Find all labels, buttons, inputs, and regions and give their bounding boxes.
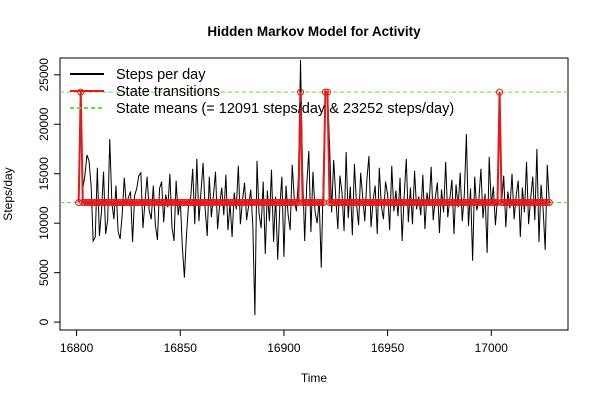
state-point xyxy=(297,88,305,96)
state-point xyxy=(541,198,549,206)
x-tick-label: 17000 xyxy=(475,341,509,355)
state-point xyxy=(543,198,551,206)
chart-title: Hidden Markov Model for Activity xyxy=(207,24,421,39)
x-tick-label: 16850 xyxy=(164,341,198,355)
x-tick-label: 16800 xyxy=(60,341,94,355)
state-point xyxy=(545,198,553,206)
legend-label: State means (= 12091 steps/day & 23252 s… xyxy=(116,101,454,117)
x-tick-label: 16950 xyxy=(371,341,405,355)
x-axis-label: Time xyxy=(301,371,328,385)
y-tick-label: 10000 xyxy=(37,206,51,240)
state-point xyxy=(489,198,497,206)
y-tick-label: 15000 xyxy=(37,157,51,191)
state-point xyxy=(321,88,329,96)
y-tick-label: 5000 xyxy=(37,259,51,286)
y-tick-label: 0 xyxy=(37,318,51,325)
state-point xyxy=(77,88,85,96)
y-axis-label: Steps/day xyxy=(1,167,15,220)
x-tick-label: 16900 xyxy=(267,341,301,355)
state-point xyxy=(290,198,298,206)
y-tick-label: 20000 xyxy=(37,107,51,141)
y-tick-label: 25000 xyxy=(37,58,51,92)
state-point xyxy=(323,88,331,96)
state-point xyxy=(317,198,325,206)
state-point xyxy=(315,198,323,206)
legend-label: State transitions xyxy=(116,84,220,100)
legend-label: Steps per day xyxy=(116,67,206,83)
state-point xyxy=(496,88,504,96)
